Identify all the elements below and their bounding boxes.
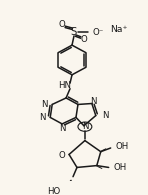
Text: N: N	[102, 111, 108, 120]
Text: N: N	[59, 124, 65, 133]
Text: O⁻: O⁻	[93, 28, 104, 37]
Text: HN: HN	[59, 82, 72, 90]
Text: O: O	[58, 151, 65, 160]
Text: N: N	[82, 122, 88, 131]
Text: S: S	[71, 27, 77, 37]
Text: OH: OH	[114, 163, 127, 172]
Text: O: O	[81, 35, 87, 44]
Text: N: N	[91, 97, 97, 106]
Text: HO: HO	[47, 187, 60, 195]
Text: N: N	[41, 100, 47, 109]
Text: N: N	[39, 113, 45, 122]
Text: O: O	[59, 20, 65, 29]
Text: Na⁺: Na⁺	[110, 25, 127, 34]
Text: OH: OH	[116, 142, 129, 151]
